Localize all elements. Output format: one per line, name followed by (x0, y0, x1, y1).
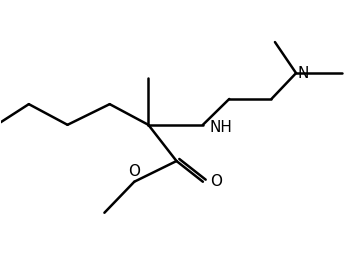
Text: O: O (210, 174, 222, 189)
Text: N: N (298, 66, 309, 81)
Text: O: O (128, 164, 140, 179)
Text: NH: NH (210, 120, 233, 135)
